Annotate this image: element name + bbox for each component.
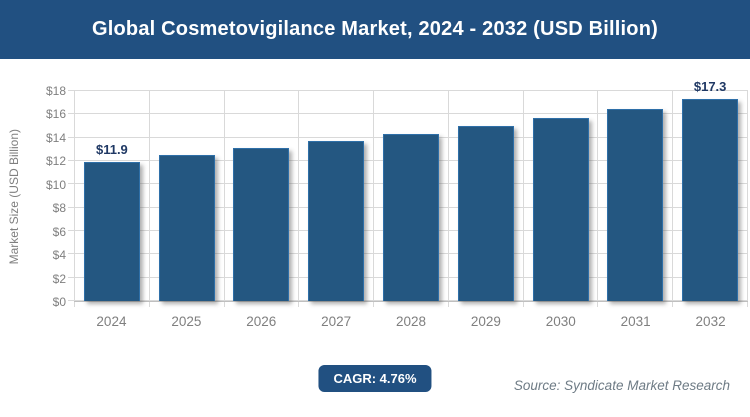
y-tick-labels: $0 $2 $4 $6 $8 $10 $12 $14 $16 $18 [28, 85, 74, 308]
x-axis-labels: 2024 2025 2026 2027 2028 2029 2030 2031 2032 [74, 307, 748, 329]
page-title: Global Cosmetovigilance Market, 2024 - 2… [91, 18, 658, 40]
h-gridline [68, 113, 748, 115]
bar-2029 [457, 126, 514, 301]
bar-column [150, 91, 225, 301]
x-tick [449, 302, 524, 307]
x-axis-label: 2030 [545, 314, 576, 329]
chart-container: Market Size (USD Billion) $0 $2 $4 $6 $8 $10 $… [0, 79, 750, 329]
cagr-badge: CAGR: 4.76% [318, 365, 432, 392]
chart-footer: CAGR: 4.76% Source: Syndicate Market Res… [0, 362, 750, 406]
bar-column [225, 91, 300, 301]
x-tick [673, 302, 749, 307]
bar-2031 [607, 108, 664, 301]
y-tick-label: $14 [45, 130, 66, 145]
source-text: Source: Syndicate Market Research [513, 378, 730, 393]
bar-column: $17.3 [673, 79, 749, 301]
x-tick [598, 302, 674, 307]
h-gridline [68, 90, 748, 91]
y-axis-title: Market Size (USD Billion) [0, 91, 28, 302]
title-banner: Global Cosmetovigilance Market, 2024 - 2… [0, 0, 750, 59]
y-tick-label: $6 [52, 224, 66, 239]
x-axis-label: 2032 [695, 314, 726, 329]
bar-column [449, 91, 524, 301]
y-tick-label: $0 [52, 295, 66, 309]
bar-column [524, 91, 599, 301]
bar-2024 [83, 162, 140, 301]
x-axis-label: 2029 [470, 314, 501, 329]
bar-column: $11.9 [75, 91, 150, 301]
x-tick [150, 302, 225, 307]
bar-value-label: $11.9 [95, 142, 128, 158]
x-axis-label: 2027 [321, 314, 352, 329]
x-tick [524, 302, 599, 307]
x-axis-label: 2028 [395, 314, 427, 329]
x-tick [75, 302, 150, 307]
y-tick-label: $12 [45, 154, 66, 169]
y-tick-label: $16 [45, 107, 66, 122]
bar-2026 [233, 148, 290, 301]
y-tick-label: $18 [45, 84, 66, 98]
bar-column [374, 91, 449, 301]
x-tick [225, 302, 300, 307]
y-tick-label: $10 [45, 177, 66, 192]
x-tick [374, 302, 449, 307]
x-axis-label: 2024 [96, 314, 127, 329]
bar-value-label: $17.3 [693, 79, 727, 95]
x-axis-label: 2026 [246, 314, 277, 329]
bar-2025 [158, 155, 215, 301]
bar-2032 [682, 99, 739, 301]
y-tick-label: $4 [52, 248, 66, 263]
x-axis-ticks [74, 302, 749, 307]
x-axis-label: 2031 [620, 314, 651, 329]
bar-column [299, 91, 375, 301]
bar-2027 [308, 141, 365, 301]
x-tick [299, 302, 375, 307]
bar-column [598, 91, 674, 301]
bar-2030 [532, 117, 589, 301]
bar-columns: $11.9 $17.3 [74, 79, 749, 301]
y-tick-label: $2 [52, 271, 66, 286]
y-axis-title-text: Market Size (USD Billion) [7, 128, 21, 265]
bar-2028 [382, 134, 440, 301]
y-tick-label: $8 [52, 201, 66, 216]
plot-area: $11.9 $17.3 [68, 79, 749, 302]
x-axis-label: 2025 [171, 314, 202, 329]
plot-wrap: $11.9 $17.3 2024 2025 2026 2027 2028 2029 2030 2… [68, 79, 749, 329]
